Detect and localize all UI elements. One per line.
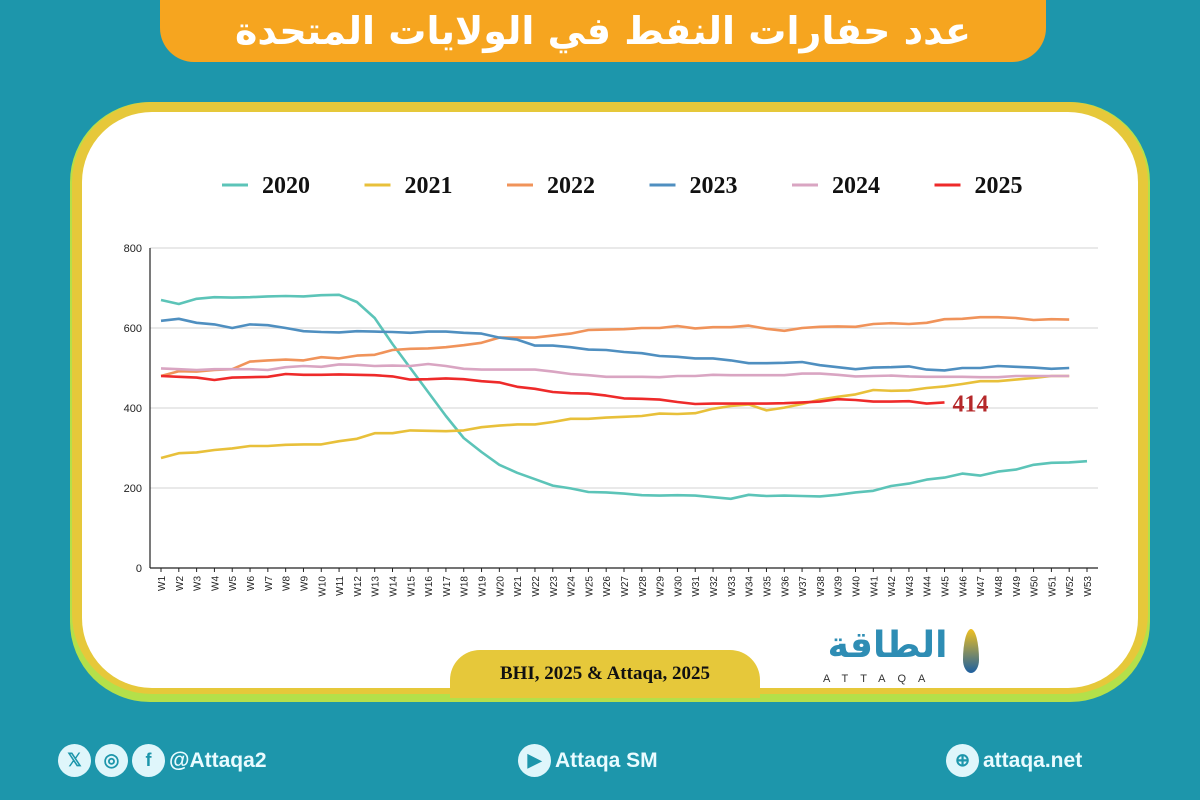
- legend-label-2025: 2025: [975, 173, 1023, 199]
- x-tick-label: W45: [941, 576, 952, 597]
- x-tick-label: W22: [531, 576, 542, 597]
- x-tick-label: W37: [798, 576, 809, 597]
- x-tick-label: W8: [282, 576, 293, 591]
- legend-label-2024: 2024: [832, 173, 880, 199]
- page-title: عدد حفارات النفط في الولايات المتحدة: [234, 9, 971, 53]
- x-tick-label: W31: [691, 576, 702, 597]
- series-line-2024: [160, 362, 1070, 379]
- series-line-2021: [160, 374, 1070, 460]
- x-tick-label: W51: [1047, 576, 1058, 597]
- series-line-2020: [160, 293, 1088, 501]
- x-tick-label: W13: [371, 576, 382, 597]
- x-tick-label: W47: [976, 576, 987, 597]
- x-tick-label: W19: [478, 576, 489, 597]
- x-tick-label: W52: [1065, 576, 1076, 597]
- x-tick-label: W27: [620, 576, 631, 597]
- last-value-label: 414: [953, 391, 989, 417]
- x-tick-label: W11: [335, 576, 346, 596]
- x-tick-label: W6: [246, 576, 257, 591]
- youtube-link[interactable]: ▶ Attaqa SM: [518, 744, 658, 777]
- x-tick-label: W5: [228, 576, 239, 591]
- x-tick-label: W28: [638, 576, 649, 597]
- x-tick-label: W49: [1012, 576, 1023, 597]
- x-tick-label: W14: [389, 576, 400, 597]
- youtube-label: Attaqa SM: [555, 748, 658, 772]
- x-tick-label: W2: [175, 576, 186, 591]
- x-tick-label: W16: [424, 576, 435, 597]
- x-tick-label: W53: [1083, 576, 1094, 597]
- x-tick-label: W38: [816, 576, 827, 597]
- y-tick-label: 400: [124, 403, 142, 415]
- y-tick-label: 800: [124, 243, 142, 255]
- x-tick-label: W3: [193, 576, 204, 591]
- youtube-icon: ▶: [518, 744, 551, 777]
- source-label: BHI, 2025 & Attaqa, 2025: [450, 650, 760, 698]
- x-icon[interactable]: 𝕏: [58, 744, 91, 777]
- facebook-icon[interactable]: f: [132, 744, 165, 777]
- x-tick-label: W18: [460, 576, 471, 597]
- instagram-icon[interactable]: ◎: [95, 744, 128, 777]
- x-tick-label: W32: [709, 576, 720, 597]
- x-tick-label: W34: [745, 576, 756, 597]
- x-tick-label: W12: [353, 576, 364, 597]
- x-tick-label: W10: [317, 576, 328, 597]
- legend-label-2022: 2022: [547, 173, 595, 199]
- x-tick-label: W1: [157, 576, 168, 591]
- x-tick-label: W35: [762, 576, 773, 597]
- legend-label-2020: 2020: [262, 173, 310, 199]
- x-tick-label: W26: [602, 576, 613, 597]
- x-tick-label: W50: [1030, 576, 1041, 597]
- x-tick-label: W43: [905, 576, 916, 597]
- x-tick-label: W21: [513, 576, 524, 597]
- social-links: 𝕏 ◎ f @Attaqa2: [58, 744, 267, 777]
- x-tick-label: W36: [780, 576, 791, 597]
- logo-latin: ATTAQA: [823, 673, 938, 685]
- drop-icon: [963, 629, 979, 673]
- y-tick-label: 0: [136, 563, 142, 575]
- x-tick-label: W25: [584, 576, 595, 597]
- x-tick-label: W7: [264, 576, 275, 591]
- website-link[interactable]: ⊕ attaqa.net: [946, 744, 1082, 777]
- x-tick-label: W39: [834, 576, 845, 597]
- x-tick-label: W29: [656, 576, 667, 597]
- x-tick-label: W48: [994, 576, 1005, 597]
- logo-arabic: الطاقة: [827, 625, 948, 666]
- x-tick-label: W44: [923, 576, 934, 597]
- x-tick-label: W42: [887, 576, 898, 597]
- x-tick-label: W33: [727, 576, 738, 597]
- series-line-2023: [160, 317, 1070, 372]
- globe-icon: ⊕: [946, 744, 979, 777]
- x-tick-label: W46: [958, 576, 969, 597]
- legend-label-2021: 2021: [405, 173, 453, 199]
- x-tick-label: W9: [299, 576, 310, 591]
- x-tick-label: W30: [673, 576, 684, 597]
- x-tick-label: W17: [442, 576, 453, 597]
- x-tick-label: W40: [852, 576, 863, 597]
- title-banner: عدد حفارات النفط في الولايات المتحدة: [160, 0, 1046, 62]
- series-line-2025: [160, 372, 945, 406]
- x-tick-label: W23: [549, 576, 560, 597]
- website-label: attaqa.net: [983, 748, 1083, 772]
- y-tick-label: 200: [124, 483, 142, 495]
- social-handle[interactable]: @Attaqa2: [169, 748, 267, 772]
- y-tick-label: 600: [124, 323, 142, 335]
- x-tick-label: W4: [210, 576, 221, 591]
- x-tick-label: W20: [495, 576, 506, 597]
- series-line-2022: [160, 315, 1070, 378]
- legend-label-2023: 2023: [690, 173, 738, 199]
- x-tick-label: W24: [567, 576, 578, 597]
- x-tick-label: W15: [406, 576, 417, 597]
- x-tick-label: W41: [869, 576, 880, 597]
- chart-card: [82, 112, 1138, 688]
- attaqa-logo: الطاقة ATTAQA: [815, 625, 985, 687]
